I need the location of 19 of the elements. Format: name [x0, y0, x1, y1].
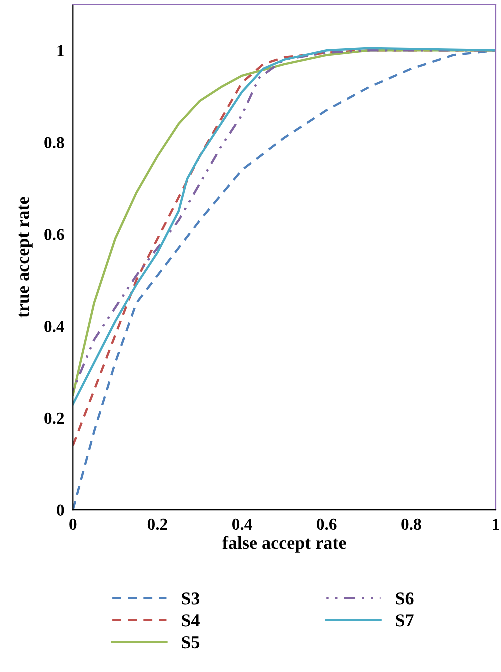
legend-label: S4: [182, 614, 200, 627]
x-tick-label: 0.6: [317, 518, 337, 530]
y-tick-label: 0.4: [44, 320, 65, 332]
y-tick-label: 1: [58, 45, 64, 56]
x-tick-label: 0.4: [232, 518, 252, 530]
legend-label: S7: [396, 614, 414, 627]
legend-label: S6: [396, 592, 414, 605]
legend-label: S5: [182, 636, 200, 649]
y-tick-label: 0.6: [44, 229, 64, 240]
x-axis-title: false accept rate: [222, 536, 346, 553]
y-tick-label: 0: [57, 504, 64, 516]
x-tick-label: 0.2: [148, 518, 168, 530]
x-tick-label: 0.8: [402, 518, 422, 530]
x-tick-label: 0: [70, 518, 77, 530]
y-tick-label: 0.2: [44, 412, 64, 424]
legend-label: S3: [182, 592, 200, 605]
x-tick-label: 1: [493, 518, 500, 530]
y-axis-title: true accept rate: [18, 197, 33, 318]
y-tick-label: 0.8: [44, 137, 64, 149]
